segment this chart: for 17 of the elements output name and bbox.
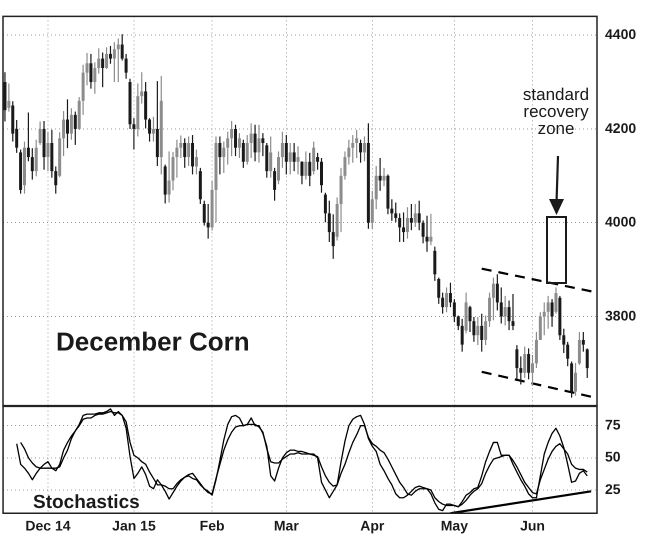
x-tick-label: May [440,517,468,534]
y-tick-label: 25 [605,480,621,497]
y-tick-label: 75 [605,416,621,433]
x-tick-label: Apr [360,517,385,534]
text: Stochastics [33,492,140,514]
y-tick-label: 4000 [605,214,636,230]
y-tick-label: 3800 [605,307,636,324]
x-tick-label: Dec 14 [25,517,71,534]
y-tick-label: 4200 [605,120,636,136]
x-tick-label: Mar [274,517,300,534]
x-tick-label: Jan 15 [112,517,156,534]
text: December Corn [56,326,250,357]
annotation: standard recovery zone [522,85,590,138]
y-tick-label: 4400 [605,26,636,42]
x-tick-label: Feb [200,517,225,534]
x-tick-label: Jun [520,517,545,534]
y-tick-label: 50 [605,448,621,465]
